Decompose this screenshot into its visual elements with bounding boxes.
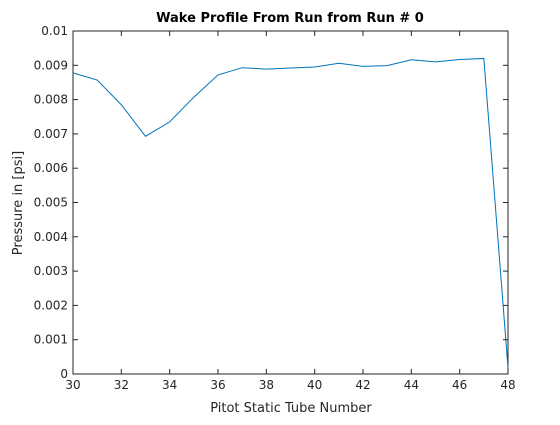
y-tick-label: 0.009 [34, 58, 68, 72]
x-axis-label: Pitot Static Tube Number [210, 401, 372, 416]
y-tick-label: 0 [60, 367, 68, 381]
y-tick-label: 0.006 [34, 161, 68, 175]
x-tick-label: 40 [307, 378, 322, 392]
y-tick-label: 0.008 [34, 93, 68, 107]
y-tick-label: 0.003 [34, 264, 68, 278]
x-tick-label: 34 [162, 378, 177, 392]
y-tick-label: 0.001 [34, 333, 68, 347]
axes-box [72, 30, 509, 375]
x-tick-label: 32 [114, 378, 129, 392]
x-tick-label: 42 [355, 378, 370, 392]
y-tick-label: 0.002 [34, 298, 68, 312]
x-tick-label: 36 [210, 378, 225, 392]
x-tick-label: 30 [65, 378, 80, 392]
y-tick-label: 0.004 [34, 230, 68, 244]
x-tick-label: 44 [404, 378, 419, 392]
plot-area [72, 30, 509, 375]
chart-title: Wake Profile From Run from Run # 0 [156, 11, 424, 26]
y-axis-label: Pressure in [psi] [11, 151, 26, 255]
x-tick-label: 46 [452, 378, 467, 392]
x-tick-label: 48 [500, 378, 515, 392]
y-axis: 0 0.001 0.002 0.003 0.004 0.005 0.006 0.007 0.00… [34, 24, 508, 381]
x-axis: 30 32 34 36 38 40 42 44 46 48 [65, 31, 516, 392]
y-tick-label: 0.005 [34, 196, 68, 210]
x-tick-label: 38 [259, 378, 274, 392]
y-tick-label: 0.007 [34, 127, 68, 141]
y-tick-label: 0.01 [41, 24, 68, 38]
series-line-0 [72, 57, 509, 368]
